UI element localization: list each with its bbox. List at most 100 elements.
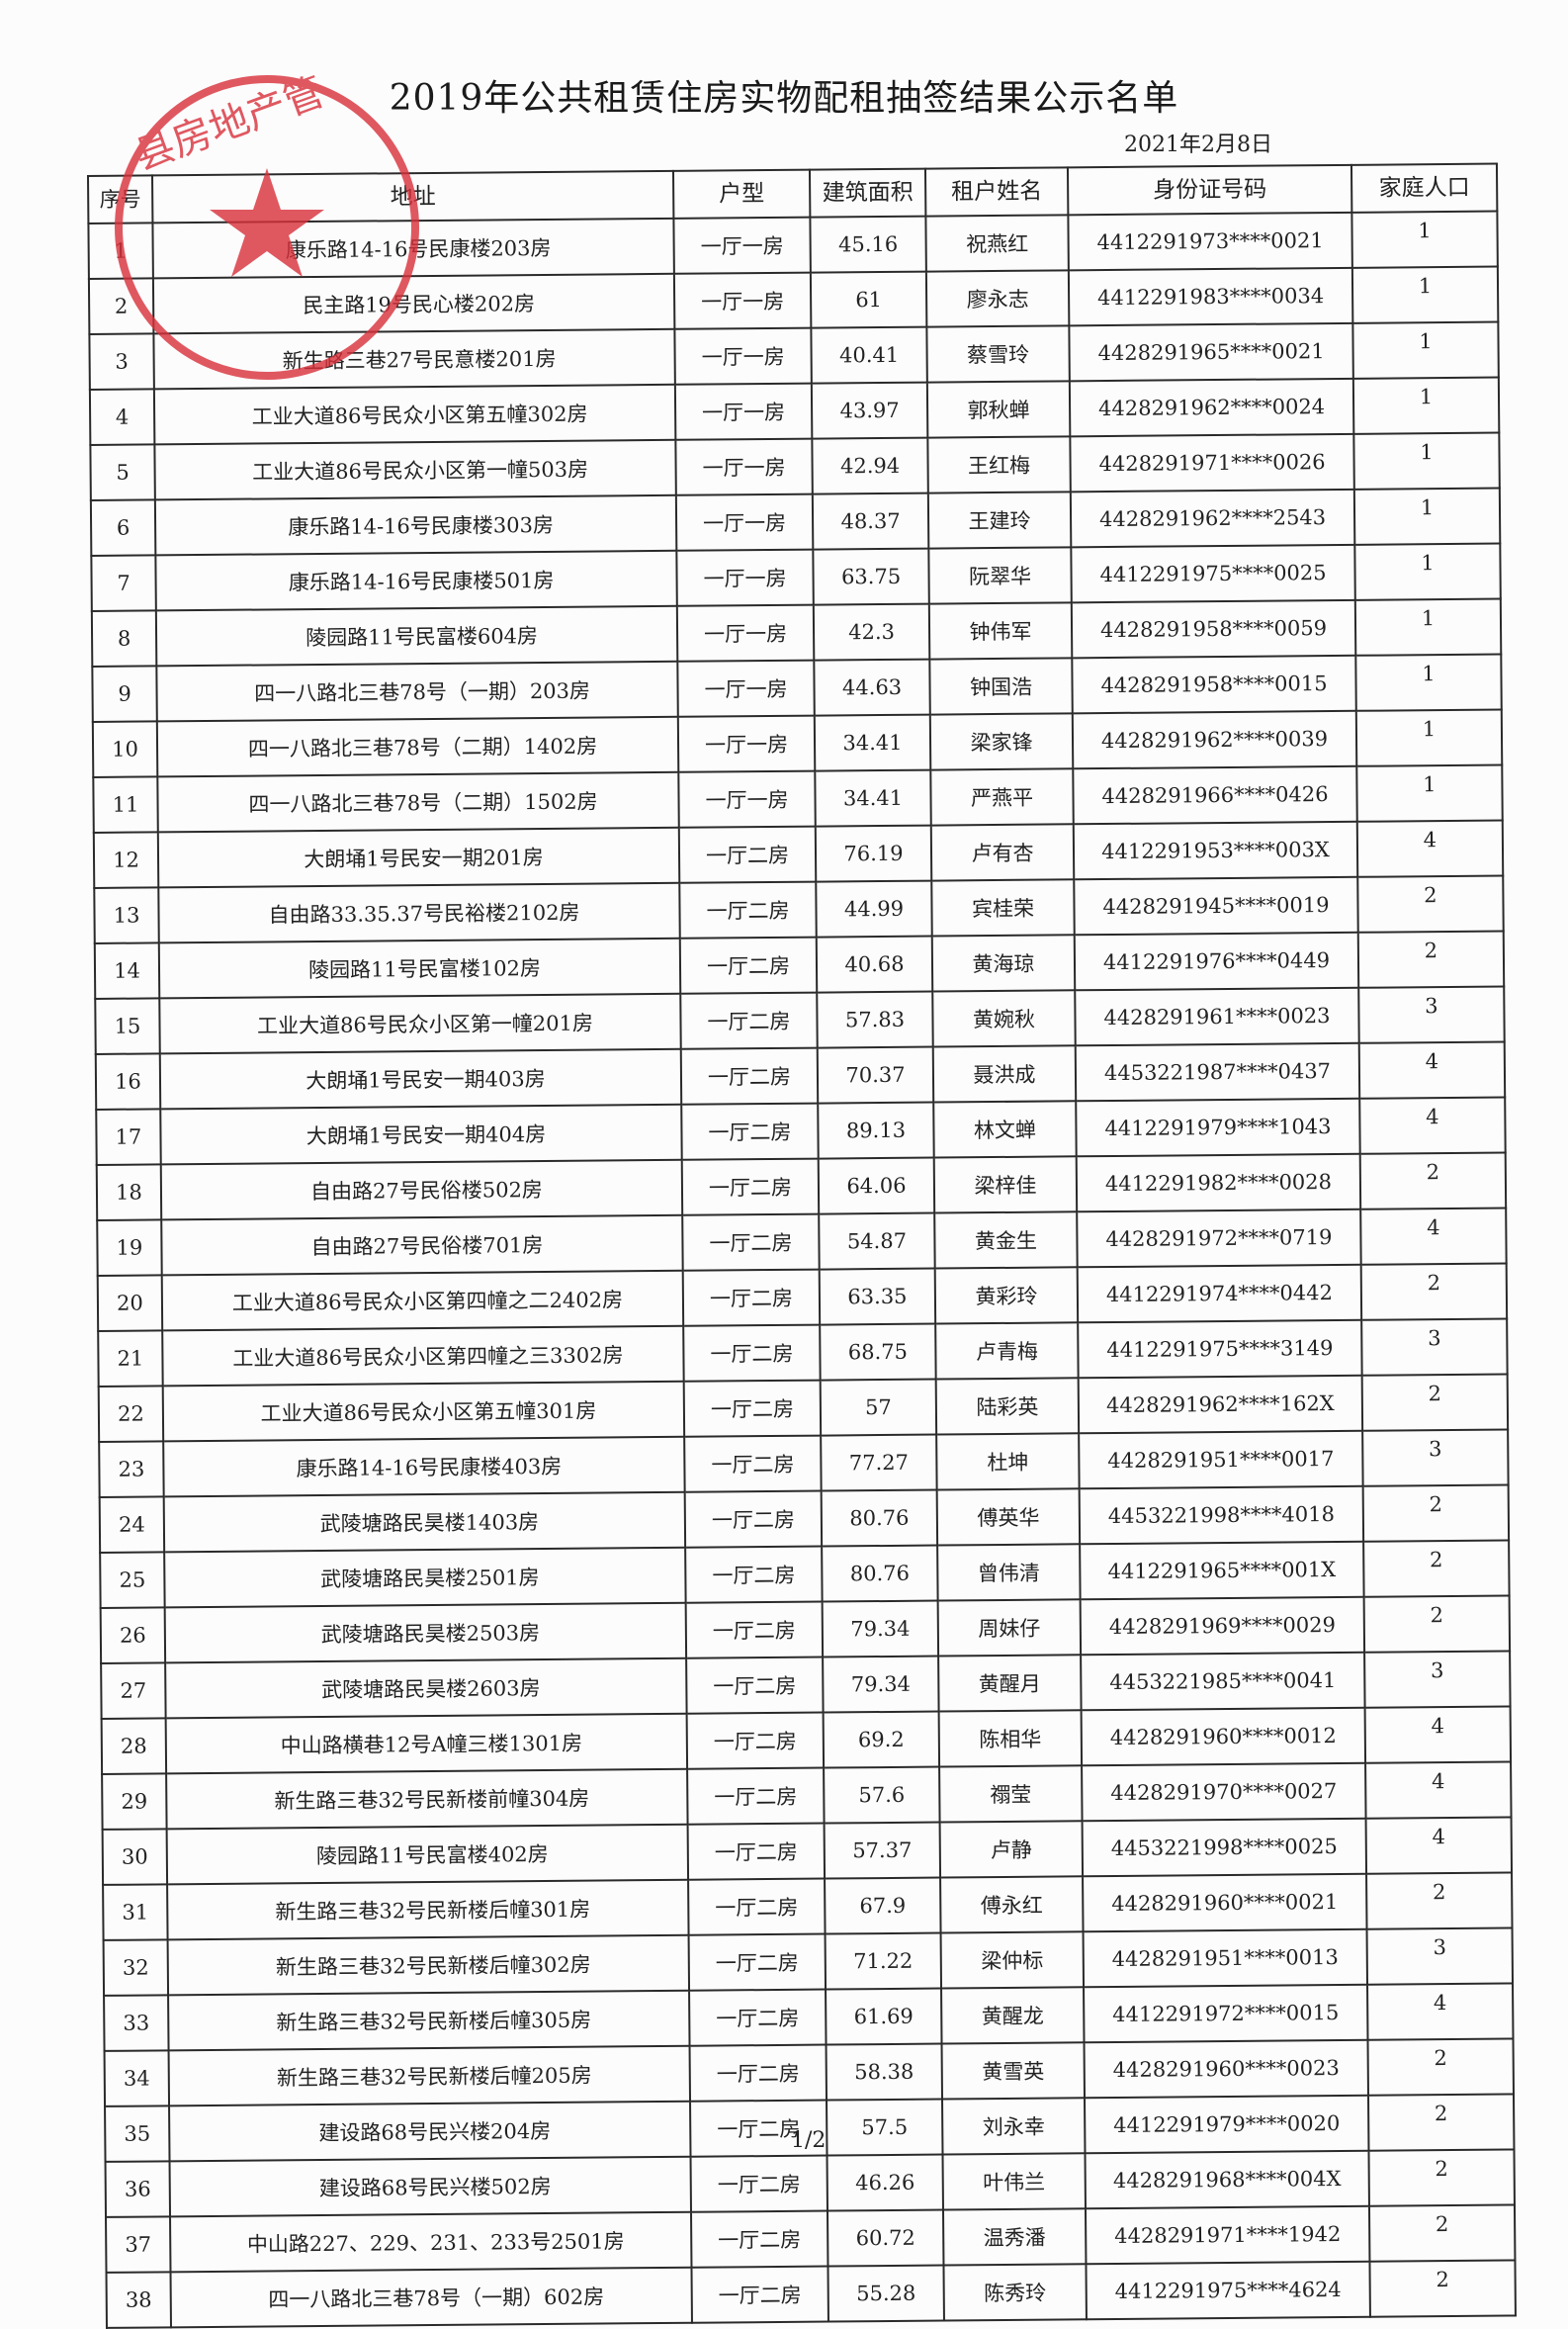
cell-seq: 35: [105, 2105, 170, 2162]
cell-name: 黄海琼: [931, 935, 1076, 992]
cell-seq: 9: [92, 666, 157, 722]
cell-area: 80.76: [821, 1489, 938, 1547]
header-type: 户型: [672, 169, 811, 219]
cell-type: 一厅二房: [691, 2266, 828, 2323]
cell-name: 严燕平: [930, 768, 1074, 826]
cell-family: 4: [1367, 1983, 1514, 2040]
cell-family: 2: [1362, 1484, 1510, 1542]
cell-address: 新生路三巷32号民新楼后幢205房: [168, 2045, 691, 2106]
cell-type: 一厅二房: [682, 1269, 821, 1326]
cell-id: 4412291972****0015: [1084, 1984, 1368, 2043]
cell-name: 温秀潘: [942, 2208, 1087, 2266]
cell-type: 一厅二房: [686, 1657, 824, 1714]
cell-seq: 29: [102, 1773, 167, 1830]
cell-family: 1: [1352, 321, 1499, 379]
cell-id: 4428291972****0719: [1077, 1209, 1361, 1268]
cell-address: 工业大道86号民众小区第一幢201房: [159, 993, 681, 1054]
cell-id: 4453221985****0041: [1081, 1652, 1365, 1711]
cell-area: 48.37: [812, 493, 929, 550]
cell-type: 一厅二房: [689, 1989, 827, 2046]
cell-id: 4428291961****0023: [1075, 987, 1359, 1046]
cell-address: 工业大道86号民众小区第一幢503房: [154, 439, 676, 500]
cell-type: 一厅二房: [678, 826, 817, 883]
cell-type: 一厅二房: [686, 1712, 825, 1769]
cell-address: 新生路三巷32号民新楼前幢304房: [166, 1768, 688, 1830]
cell-family: 4: [1358, 1041, 1506, 1099]
cell-family: 2: [1357, 875, 1504, 933]
cell-seq: 12: [93, 832, 159, 888]
cell-id: 4428291969****0029: [1080, 1596, 1365, 1656]
cell-type: 一厅二房: [684, 1435, 822, 1492]
cell-family: 1: [1355, 709, 1503, 766]
cell-area: 77.27: [821, 1434, 937, 1491]
cell-seq: 16: [95, 1053, 161, 1110]
cell-family: 3: [1361, 1318, 1508, 1376]
table-row: 38 四一八路北三巷78号（一期）602房 一厅二房 55.28 陈秀玲 44122919…: [106, 2260, 1516, 2328]
cell-family: 2: [1360, 1263, 1508, 1320]
cell-area: 79.34: [822, 1600, 939, 1657]
cell-type: 一厅二房: [690, 2155, 828, 2212]
document-title: 2019年公共租赁住房实物配租抽签结果公示名单: [389, 78, 1179, 119]
cell-name: 钟国浩: [929, 658, 1073, 715]
cell-family: 2: [1367, 2094, 1515, 2151]
cell-area: 54.87: [819, 1212, 935, 1270]
cell-family: 1: [1355, 654, 1502, 711]
cell-address: 武陵塘路民昊楼1403房: [163, 1491, 686, 1553]
cell-seq: 7: [91, 555, 156, 611]
cell-area: 68.75: [820, 1323, 936, 1381]
cell-area: 58.38: [826, 2043, 943, 2101]
cell-family: 1: [1353, 488, 1501, 545]
cell-name: 王红梅: [927, 436, 1071, 493]
cell-seq: 37: [106, 2216, 171, 2273]
cell-address: 工业大道86号民众小区第四幢之二2402房: [161, 1270, 684, 1331]
cell-name: 郭秋蝉: [926, 381, 1071, 438]
cell-seq: 19: [97, 1219, 162, 1276]
cell-id: 4428291962****162X: [1078, 1375, 1363, 1434]
cell-name: 陆彩英: [935, 1378, 1080, 1435]
cell-area: 79.34: [823, 1656, 939, 1713]
cell-address: 新生路三巷32号民新楼后幢301房: [167, 1879, 689, 1940]
cell-name: 聂洪成: [932, 1045, 1077, 1103]
cell-seq: 4: [89, 389, 155, 445]
cell-type: 一厅一房: [674, 383, 813, 440]
cell-name: 陈相华: [938, 1710, 1083, 1767]
cell-address: 武陵塘路民昊楼2503房: [164, 1602, 687, 1663]
cell-id: 4453221998****4018: [1079, 1485, 1364, 1545]
cell-address: 康乐路14-16号民康楼403房: [163, 1436, 685, 1497]
cell-type: 一厅一房: [675, 493, 814, 551]
cell-seq: 2: [88, 278, 154, 334]
cell-address: 工业大道86号民众小区第五幢301房: [162, 1381, 685, 1442]
cell-address: 建设路68号民兴楼204房: [169, 2101, 691, 2162]
header-id: 身份证号码: [1067, 164, 1352, 216]
cell-family: 1: [1354, 598, 1502, 656]
cell-family: 1: [1356, 764, 1503, 822]
cell-seq: 3: [89, 333, 154, 390]
cell-type: 一厅二房: [689, 2044, 828, 2102]
cell-seq: 11: [93, 776, 158, 833]
cell-id: 4412291979****0020: [1085, 2095, 1369, 2154]
cell-id: 4428291968****004X: [1085, 2150, 1369, 2209]
header-name: 租户姓名: [924, 167, 1069, 217]
cell-area: 89.13: [818, 1102, 934, 1159]
header-area: 建筑面积: [809, 168, 926, 218]
cell-name: 梁仲标: [940, 1931, 1085, 1989]
cell-seq: 8: [91, 610, 157, 667]
cell-seq: 31: [103, 1884, 168, 1940]
cell-id: 4428291971****0026: [1070, 433, 1354, 493]
cell-type: 一厅二房: [683, 1380, 822, 1437]
cell-type: 一厅二房: [684, 1490, 823, 1548]
cell-address: 陵园路11号民富楼102房: [158, 938, 681, 999]
cell-type: 一厅一房: [677, 715, 816, 772]
cell-seq: 21: [98, 1330, 163, 1387]
cell-id: 4428291951****0017: [1079, 1430, 1363, 1489]
cell-name: 阮翠华: [928, 547, 1072, 604]
cell-family: 4: [1365, 1817, 1513, 1874]
cell-type: 一厅二房: [683, 1324, 821, 1382]
cell-type: 一厅一房: [678, 770, 816, 828]
cell-address: 工业大道86号民众小区第五幢302房: [153, 384, 676, 445]
cell-type: 一厅一房: [677, 660, 815, 717]
cell-name: 卢静: [939, 1821, 1084, 1878]
cell-name: 黄醒龙: [941, 1987, 1085, 2044]
cell-id: 4428291971****1942: [1085, 2205, 1370, 2265]
cell-name: 黄雪英: [941, 2042, 1086, 2100]
